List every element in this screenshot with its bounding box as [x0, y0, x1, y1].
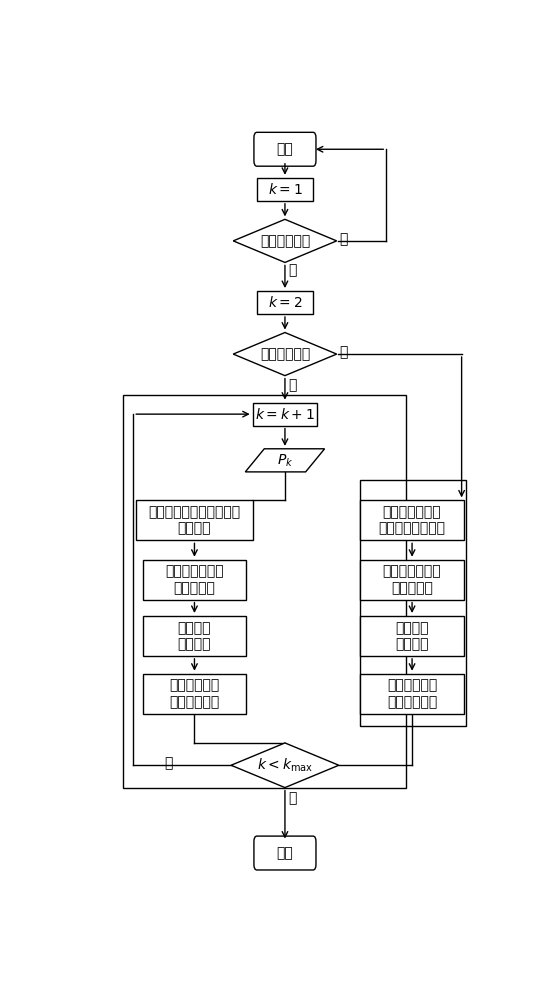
Text: $k=2$: $k=2$: [268, 295, 302, 310]
Text: 否: 否: [339, 346, 347, 360]
Bar: [360, 560, 464, 600]
Polygon shape: [234, 333, 337, 376]
Text: 匹配与位
姿求解算: 匹配与位 姿求解算: [178, 621, 211, 651]
Text: $P_k$: $P_k$: [277, 452, 293, 469]
FancyBboxPatch shape: [254, 836, 316, 870]
Bar: [360, 616, 464, 656]
Text: $k<k_{\rm max}$: $k<k_{\rm max}$: [257, 757, 313, 774]
Polygon shape: [231, 743, 339, 788]
Text: 匹配与位
姿求解算: 匹配与位 姿求解算: [395, 621, 429, 651]
Bar: [360, 480, 466, 726]
Text: 结束: 结束: [276, 846, 294, 860]
Bar: [143, 616, 246, 656]
Bar: [360, 500, 464, 540]
Text: 是: 是: [165, 756, 173, 770]
Text: 建立先验模型的
前表面模型: 建立先验模型的 前表面模型: [165, 565, 224, 595]
Text: 建立先验模型的
前表面模型: 建立先验模型的 前表面模型: [383, 565, 441, 595]
Text: 第一预估阶段: 第一预估阶段: [260, 234, 310, 248]
Text: 是: 是: [288, 378, 296, 392]
Bar: [252, 403, 317, 426]
Text: 解算出相对姿
态与位置信息: 解算出相对姿 态与位置信息: [170, 679, 220, 709]
Bar: [143, 674, 246, 714]
Text: 建立预校准姿态
和预校准相对位置: 建立预校准姿态 和预校准相对位置: [379, 505, 445, 536]
Bar: [257, 178, 313, 201]
Text: $k=k+1$: $k=k+1$: [255, 407, 315, 422]
Bar: [360, 674, 464, 714]
Polygon shape: [234, 219, 337, 262]
Bar: [143, 560, 246, 600]
Text: 否: 否: [339, 232, 347, 246]
Bar: [136, 500, 252, 540]
Text: 是: 是: [288, 263, 296, 277]
Text: 解算出相对姿
态与位置信息: 解算出相对姿 态与位置信息: [387, 679, 437, 709]
Text: 开始: 开始: [276, 142, 294, 156]
Bar: [257, 291, 313, 314]
FancyBboxPatch shape: [254, 132, 316, 166]
Text: 第二预估阶段: 第二预估阶段: [260, 347, 310, 361]
Text: 否: 否: [288, 791, 296, 805]
Polygon shape: [245, 449, 325, 472]
Text: $k=1$: $k=1$: [267, 182, 302, 197]
Bar: [123, 395, 406, 788]
Text: 建立预校准姿态和预校准
相对位置: 建立预校准姿态和预校准 相对位置: [148, 505, 241, 536]
